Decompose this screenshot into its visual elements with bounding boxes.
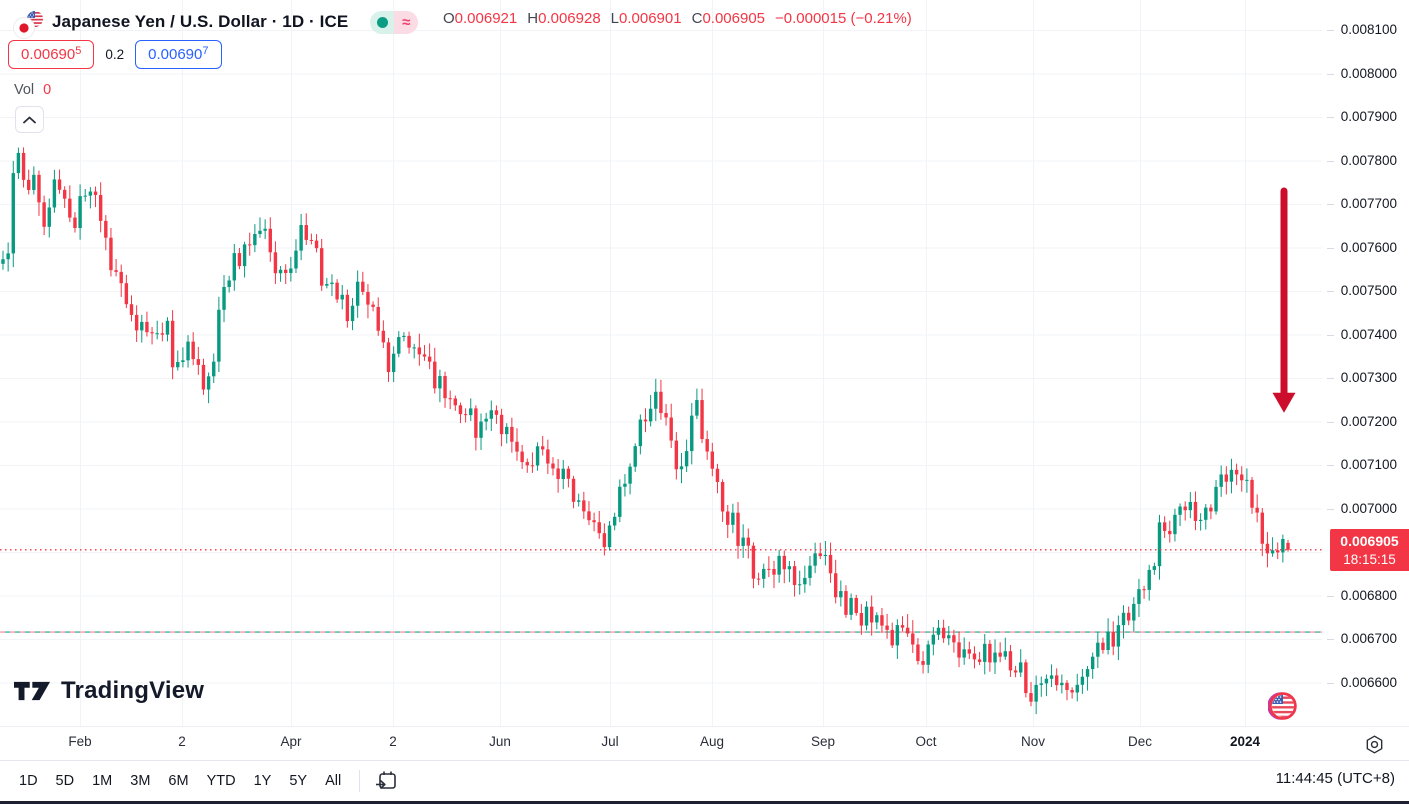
bid-main: 0.00690: [21, 46, 76, 63]
candlestick-chart[interactable]: [0, 0, 1322, 726]
price-tick-label: 0.007400: [1326, 326, 1397, 342]
price-tick-label: 0.008000: [1326, 65, 1397, 81]
price-tick-label: 0.007100: [1326, 457, 1397, 472]
time-tick-label: 2: [389, 734, 397, 749]
low-label: L: [610, 10, 620, 27]
volume-legend[interactable]: Vol 0: [14, 82, 51, 98]
clock-timezone-button[interactable]: 11:44:45 (UTC+8): [1275, 770, 1395, 787]
bid-sup: 5: [75, 45, 82, 57]
price-tick-label: 0.007900: [1326, 109, 1397, 124]
ohlc-values: O0.006921 H0.006928 L0.006901 C0.006905 −0.0…: [443, 10, 922, 27]
high-value: 0.006928: [538, 10, 601, 27]
chevron-up-icon: [23, 116, 36, 123]
price-tick-label: 0.007200: [1326, 413, 1397, 429]
change-value: −0.000015 (−0.21%): [775, 10, 912, 27]
range-1y-button[interactable]: 1Y: [253, 773, 272, 789]
collapse-pane-button[interactable]: [15, 106, 44, 133]
delayed-data-icon: ≈: [394, 10, 419, 34]
down-arrow-annotation[interactable]: [1272, 187, 1296, 413]
spread-value: 0.2: [105, 47, 125, 62]
gear-icon: [1366, 734, 1383, 754]
time-tick-label: 2024: [1229, 734, 1261, 749]
ask-price-button[interactable]: 0.00690 7: [135, 40, 222, 69]
ask-sup: 7: [202, 45, 209, 57]
bottom-toolbar: 1D 5D 1M 3M 6M YTD 1Y 5Y All 11:44:45 (U…: [0, 760, 1409, 801]
close-label: C: [691, 10, 703, 27]
price-tick-label: 0.006800: [1326, 587, 1397, 603]
time-tick-label: Dec: [1127, 734, 1153, 749]
time-tick-label: 2: [178, 734, 186, 749]
ask-main: 0.00690: [148, 46, 203, 63]
price-tick-label: 0.007600: [1326, 239, 1397, 255]
price-tick-label: 0.007500: [1326, 283, 1397, 298]
jpy-usd-pair-flag-icon: [8, 7, 48, 39]
time-axis[interactable]: Feb 2 Apr 2 Jun Jul Aug Sep Oct Nov Dec 2024: [0, 726, 1409, 760]
us-flag-sticker-icon[interactable]: [1267, 692, 1297, 720]
range-all-button[interactable]: All: [325, 773, 342, 789]
time-tick-label: Aug: [699, 734, 725, 749]
tradingview-logo-icon: [14, 681, 51, 701]
last-price-value: 0.006905: [1340, 532, 1399, 549]
range-1d-button[interactable]: 1D: [19, 773, 38, 789]
time-tick-label: Jul: [601, 734, 619, 749]
go-to-date-button[interactable]: [369, 766, 403, 796]
range-6m-button[interactable]: 6M: [168, 773, 189, 789]
range-ytd-button[interactable]: YTD: [206, 773, 236, 789]
price-tick-label: 0.007300: [1326, 370, 1397, 385]
time-tick-label: Apr: [280, 734, 302, 749]
window-bottom-edge: [0, 801, 1409, 804]
time-tick-label: Jun: [489, 734, 511, 749]
bid-price-button[interactable]: 0.00690 5: [8, 40, 95, 69]
bar-countdown: 18:15:15: [1343, 551, 1396, 567]
tradingview-watermark[interactable]: TradingView: [14, 676, 204, 706]
price-tick-label: 0.006700: [1326, 631, 1397, 646]
chart-pane[interactable]: TradingView: [0, 0, 1322, 726]
axis-settings-button[interactable]: [1362, 732, 1387, 756]
range-5d-button[interactable]: 5D: [55, 773, 75, 789]
range-5y-button[interactable]: 5Y: [289, 773, 308, 789]
range-1m-button[interactable]: 1M: [92, 773, 113, 789]
time-tick-label: Nov: [1020, 734, 1046, 749]
price-axis[interactable]: 0.008100 0.008000 0.007900 0.007800 0.007700…: [1322, 0, 1409, 726]
time-tick-label: Sep: [810, 734, 836, 749]
open-value: 0.006921: [454, 10, 518, 27]
high-label: H: [527, 10, 539, 27]
market-status-pill[interactable]: ≈: [370, 10, 419, 34]
range-3m-button[interactable]: 3M: [130, 773, 151, 789]
price-tick-label: 0.007700: [1326, 196, 1397, 211]
watermark-label: TradingView: [61, 677, 205, 704]
price-tick-label: 0.006600: [1326, 674, 1397, 690]
price-tick-label: 0.008100: [1326, 22, 1397, 37]
close-value: 0.006905: [702, 10, 766, 27]
volume-value: 0: [43, 82, 52, 98]
price-tick-label: 0.007000: [1326, 500, 1397, 516]
time-tick-label: Oct: [915, 734, 937, 749]
last-price-label: 0.006905 18:15:15: [1330, 528, 1409, 571]
symbol-title[interactable]: Japanese Yen / U.S. Dollar · 1D · ICE: [52, 12, 349, 31]
date-range-switcher: 1D 5D 1M 3M 6M YTD 1Y 5Y All: [10, 766, 403, 796]
price-tick-label: 0.007800: [1326, 152, 1397, 168]
low-value: 0.006901: [619, 10, 682, 27]
calendar-goto-icon: [375, 771, 396, 789]
market-open-dot-icon: [376, 16, 388, 28]
toolbar-divider: [359, 770, 361, 792]
time-tick-label: Feb: [68, 734, 92, 749]
open-label: O: [443, 10, 455, 27]
volume-label: Vol: [14, 82, 35, 98]
